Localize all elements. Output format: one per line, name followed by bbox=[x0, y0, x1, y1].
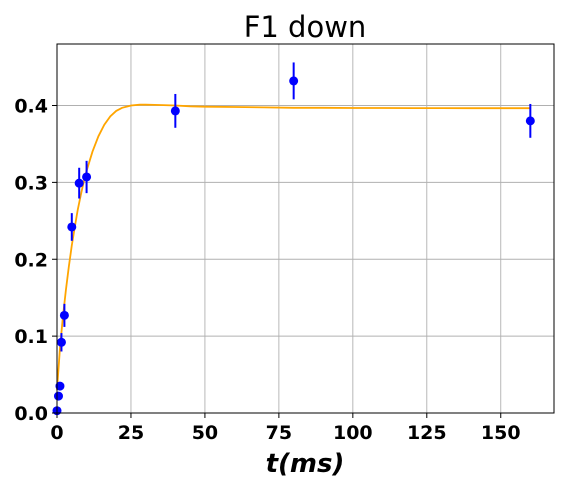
x-tick-label: 125 bbox=[407, 422, 447, 444]
fit-curve-layer bbox=[56, 103, 531, 390]
data-point bbox=[56, 337, 66, 347]
data-point bbox=[53, 391, 63, 401]
grid bbox=[56, 44, 554, 414]
x-tick-labels: 0 25 50 75 100 125 150 bbox=[50, 422, 520, 444]
x-tick-label: 100 bbox=[333, 422, 373, 444]
x-tick-label: 75 bbox=[266, 422, 292, 444]
x-tick-label: 50 bbox=[192, 422, 218, 444]
y-tick-label: 0.3 bbox=[14, 172, 48, 194]
y-tick-label: 0.2 bbox=[14, 249, 48, 271]
data-point bbox=[74, 178, 84, 188]
data-point-layer bbox=[52, 76, 535, 416]
y-tick-label: 0.1 bbox=[14, 326, 48, 348]
data-point bbox=[67, 222, 77, 232]
y-tick-label: 0.4 bbox=[14, 96, 48, 118]
data-point bbox=[55, 381, 65, 391]
data-point bbox=[289, 76, 299, 86]
axis-ticks bbox=[52, 105, 502, 418]
fit-curve bbox=[56, 103, 531, 390]
plot-frame bbox=[56, 43, 555, 414]
data-point bbox=[59, 310, 69, 320]
x-tick-label: 0 bbox=[50, 422, 63, 444]
data-point bbox=[170, 106, 180, 116]
x-tick-label: 25 bbox=[118, 422, 144, 444]
y-tick-label: 0.0 bbox=[14, 403, 48, 425]
data-point bbox=[525, 116, 535, 126]
data-point bbox=[82, 172, 92, 182]
y-tick-labels: 0.0 0.1 0.2 0.3 0.4 bbox=[14, 96, 48, 426]
chart-title: F1 down bbox=[244, 10, 367, 44]
x-tick-label: 150 bbox=[481, 422, 521, 444]
x-axis-label: t(ms) bbox=[266, 449, 345, 479]
